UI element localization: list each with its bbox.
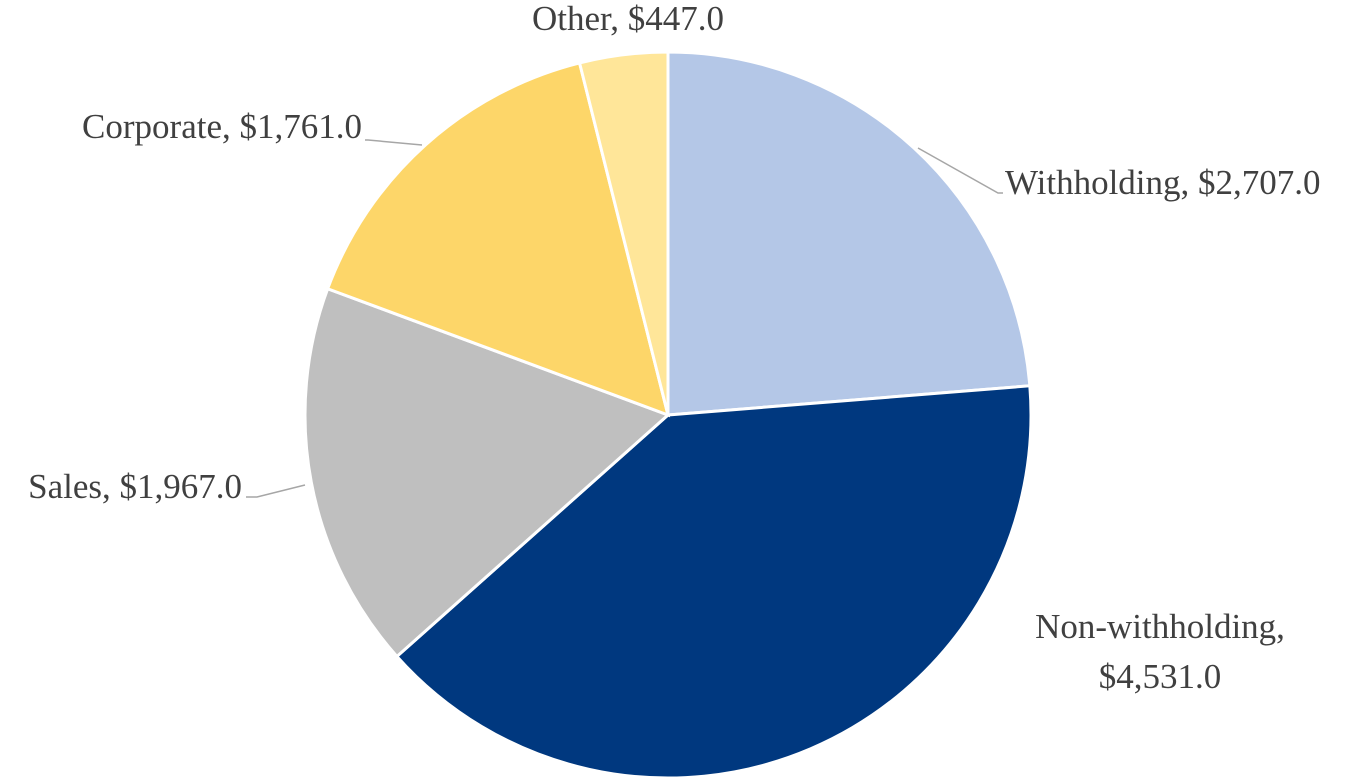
pie-slice (666, 50, 1032, 417)
data-label: Withholding, $2,707.0 (1005, 163, 1321, 202)
data-label: Other, $447.0 (532, 0, 724, 38)
pie-slice (394, 384, 1033, 780)
data-label: Corporate, $1,761.0 (82, 107, 362, 146)
pie-slice (577, 50, 670, 416)
pie-slice (303, 286, 671, 659)
pie-slice (325, 61, 671, 418)
leader-line (917, 147, 1003, 194)
data-label-line: $4,531.0 (1099, 657, 1222, 696)
data-label: Non-withholding, $4,531.0 (1035, 607, 1285, 696)
leader-line (365, 139, 423, 146)
data-label-line: Non-withholding, (1035, 607, 1285, 646)
leader-line (246, 484, 306, 498)
data-label: Sales, $1,967.0 (28, 467, 242, 506)
